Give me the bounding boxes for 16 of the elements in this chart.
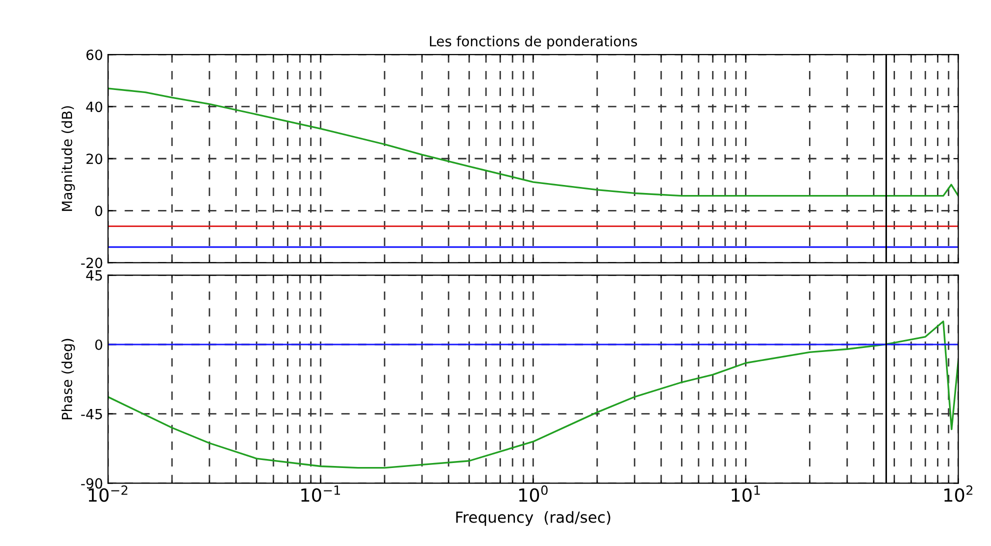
y-tick-label: -20 [81,258,102,268]
y-tick-label: 45 [86,270,102,281]
chart-title: Les fonctions de ponderations [430,36,638,50]
y-axis-title: Phase (deg) [61,338,75,420]
x-tick-label: 10$^{1}$ [732,486,760,502]
y-tick-label: -45 [81,409,102,420]
y-tick-label: 40 [86,102,102,112]
x-tick-label: 10$^{−1}$ [301,486,340,502]
y-axis-title: Magnitude (dB) [61,106,75,211]
y-tick-label: 60 [86,50,102,60]
x-tick-label: 10$^{0}$ [519,485,548,502]
y-tick-label: 0 [95,206,102,216]
x-axis-title: Frequency (rad/sec) [456,511,610,526]
y-tick-label: 0 [95,339,102,350]
x-tick-label: 10$^{2}$ [944,485,972,502]
y-tick-label: 20 [86,154,102,164]
